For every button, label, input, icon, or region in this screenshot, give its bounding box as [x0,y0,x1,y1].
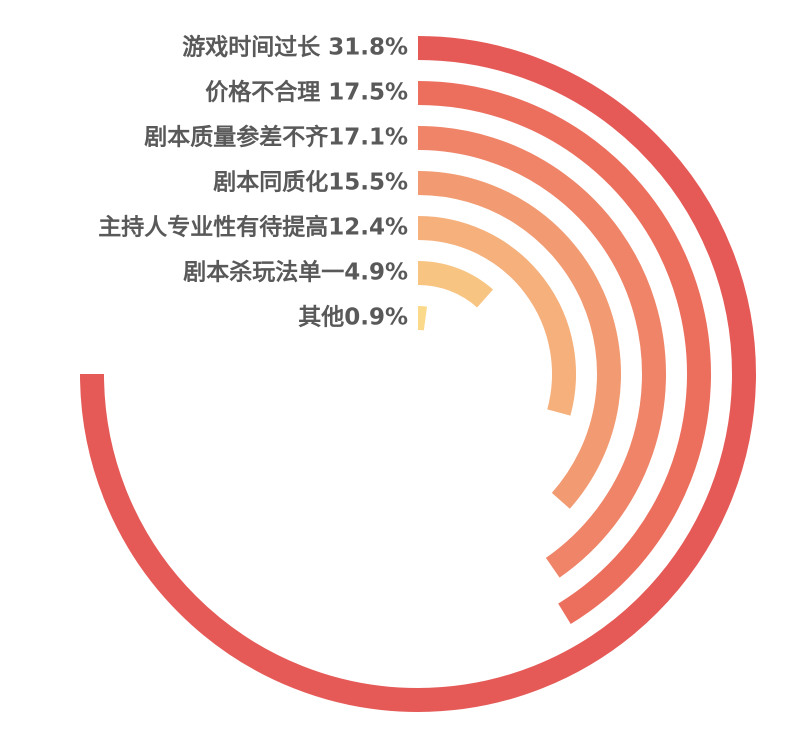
bar-label: 其他0.9% [298,305,408,331]
bar-label: 价格不合理 17.5% [205,79,408,106]
bar-label: 游戏时间过长 31.8% [182,34,408,61]
bar-label: 剧本杀玩法单一4.9% [183,259,408,286]
radial-bar [417,126,666,578]
radial-bar [80,36,756,712]
bar-label: 主持人专业性有待提高12.4% [98,214,408,241]
radial-bar [417,81,711,625]
radial-bar [417,216,576,416]
bar-label: 剧本质量参差不齐17.1% [144,124,408,151]
bar-label: 剧本同质化15.5% [213,169,408,196]
radial-bar [417,261,494,308]
radial-bar [417,171,621,509]
